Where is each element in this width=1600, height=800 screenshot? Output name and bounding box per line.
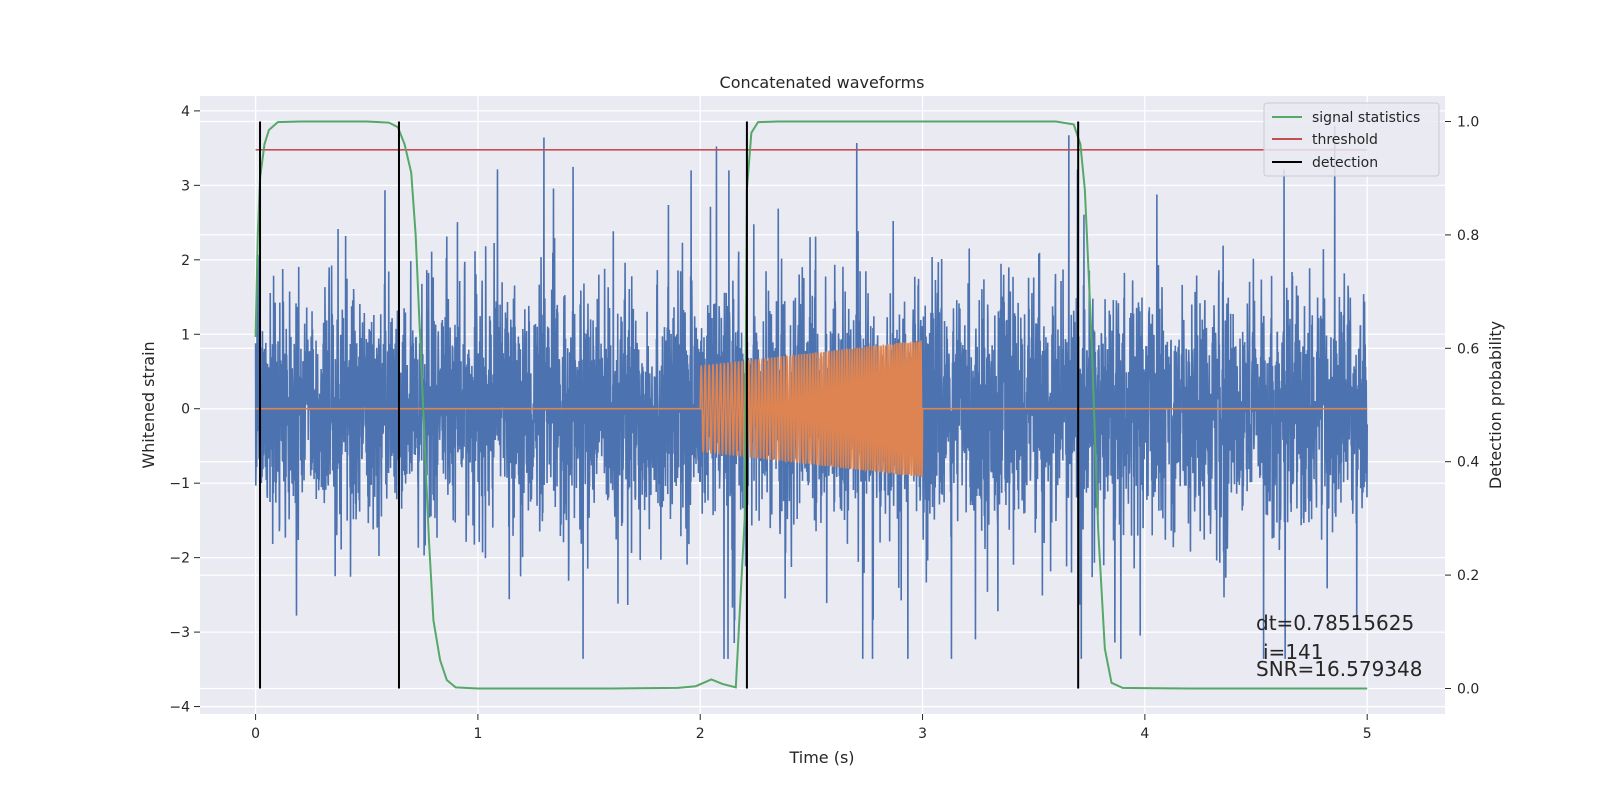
- y-axis-right-label: Detection probability: [1486, 321, 1505, 489]
- y-left-tick-label: −1: [169, 476, 190, 492]
- legend-label-detection: detection: [1312, 155, 1378, 171]
- annotation-index: i=141: [1263, 640, 1324, 664]
- y-right-tick-label: 0.0: [1457, 681, 1479, 697]
- signal-statistics-series: [254, 120, 1368, 690]
- y-right-tick-label: 0.6: [1457, 341, 1479, 357]
- x-tick-label: 1: [473, 726, 482, 742]
- y-right-tick-label: 0.8: [1457, 228, 1479, 244]
- axes: 0 1 2 3 4 5 4 3 2 1 0 −1 −2 −3 −4 1.0 0.8 0.6 0.4 0.2 0.0: [169, 104, 1479, 742]
- noise-series: [254, 125, 1368, 659]
- y-left-tick-label: −2: [169, 551, 190, 567]
- x-tick-label: 5: [1363, 726, 1372, 742]
- annotation-dt: dt=0.78515625: [1256, 611, 1414, 635]
- chart-title: Concatenated waveforms: [720, 73, 925, 92]
- y-right-tick-label: 1.0: [1457, 115, 1479, 131]
- injection-series: [255, 340, 1368, 477]
- x-tick-label: 4: [1140, 726, 1149, 742]
- y-right-tick-label: 0.4: [1457, 455, 1479, 471]
- y-left-tick-label: 3: [181, 178, 190, 194]
- legend-label-signal-statistics: signal statistics: [1312, 110, 1420, 126]
- x-tick-label: 2: [696, 726, 705, 742]
- x-tick-label: 3: [918, 726, 927, 742]
- y-left-tick-label: 2: [181, 253, 190, 269]
- y-left-tick-label: −4: [169, 700, 190, 716]
- y-left-tick-label: 0: [181, 402, 190, 418]
- y-left-tick-label: 4: [181, 104, 190, 120]
- legend: signal statistics threshold detection: [1263, 102, 1440, 177]
- legend-box: [1263, 102, 1440, 177]
- legend-label-threshold: threshold: [1312, 132, 1378, 148]
- x-axis-label: Time (s): [788, 748, 854, 767]
- series-layer: [254, 120, 1368, 690]
- y-axis-left-label: Whitened strain: [139, 341, 158, 468]
- y-left-tick-label: 1: [181, 327, 190, 343]
- y-right-tick-label: 0.2: [1457, 568, 1479, 584]
- x-tick-label: 0: [251, 726, 260, 742]
- annotation-snr: SNR=16.579348: [1256, 657, 1422, 681]
- y-left-tick-label: −3: [169, 625, 190, 641]
